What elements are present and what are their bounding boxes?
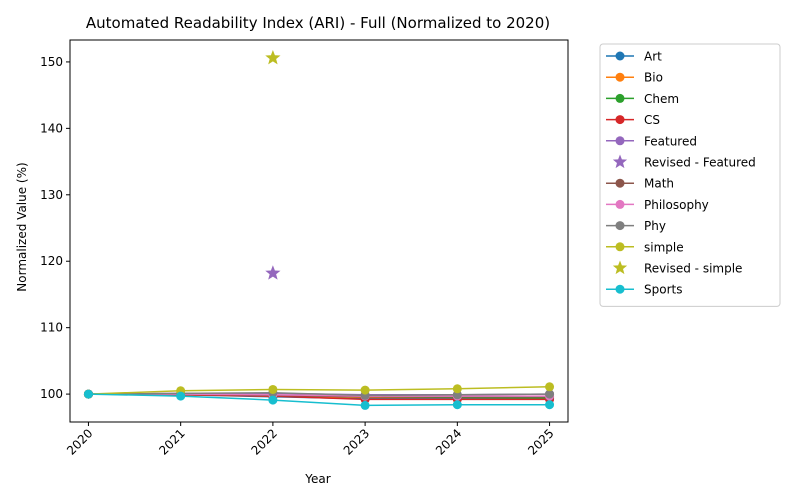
series-revised-featured bbox=[265, 265, 281, 280]
legend-marker bbox=[615, 178, 625, 188]
legend-label: Featured bbox=[644, 134, 697, 148]
data-point bbox=[268, 395, 278, 405]
data-point bbox=[360, 385, 370, 395]
legend-marker bbox=[615, 115, 625, 125]
legend-entry: Philosophy bbox=[606, 198, 709, 212]
series-line bbox=[88, 392, 550, 397]
legend-label: Revised - simple bbox=[644, 262, 742, 276]
y-axis-label: Normalized Value (%) bbox=[15, 162, 29, 291]
legend-entry: Chem bbox=[606, 92, 679, 106]
legend-label: Art bbox=[644, 50, 662, 64]
legend-marker bbox=[615, 242, 625, 252]
star-data-point bbox=[265, 265, 281, 280]
series-simple bbox=[83, 382, 555, 399]
legend-label: simple bbox=[644, 240, 684, 254]
series-line bbox=[88, 386, 550, 395]
legend-marker bbox=[615, 221, 625, 231]
series-line bbox=[88, 393, 550, 407]
data-point bbox=[268, 384, 278, 394]
legend-label: Bio bbox=[644, 71, 663, 85]
legend-marker bbox=[615, 72, 625, 82]
data-point bbox=[452, 400, 462, 410]
legend-marker bbox=[615, 136, 625, 146]
legend-label: Math bbox=[644, 177, 674, 191]
data-point bbox=[545, 382, 555, 392]
y-tick-label: 130 bbox=[40, 188, 63, 202]
legend-marker bbox=[615, 51, 625, 61]
y-tick-label: 140 bbox=[40, 121, 63, 135]
x-tick-label: 2023 bbox=[341, 426, 372, 457]
legend-label: CS bbox=[644, 113, 660, 127]
x-tick-label: 2022 bbox=[249, 426, 280, 457]
y-tick-label: 120 bbox=[40, 254, 63, 268]
legend-label: Philosophy bbox=[644, 198, 709, 212]
y-tick-label: 100 bbox=[40, 387, 63, 401]
chart-title: Automated Readability Index (ARI) - Full… bbox=[86, 14, 550, 32]
x-tick-label: 2024 bbox=[433, 426, 464, 457]
series-sports bbox=[83, 389, 555, 410]
legend-entry: Featured bbox=[606, 134, 697, 148]
data-point bbox=[545, 389, 555, 399]
x-axis-label: Year bbox=[304, 472, 330, 486]
legend-marker bbox=[615, 199, 625, 209]
legend-star-marker bbox=[612, 260, 628, 275]
x-tick-label: 2025 bbox=[525, 426, 556, 457]
legend-entry: Bio bbox=[606, 71, 663, 85]
data-point bbox=[452, 384, 462, 394]
legend-label: Sports bbox=[644, 283, 682, 297]
legend-label: Revised - Featured bbox=[644, 156, 756, 170]
data-point bbox=[83, 389, 93, 399]
legend-marker bbox=[615, 284, 625, 294]
legend-box bbox=[599, 43, 781, 307]
star-data-point bbox=[265, 49, 281, 65]
legend-entry: simple bbox=[606, 240, 684, 254]
data-point bbox=[360, 400, 370, 410]
legend-entry: Sports bbox=[606, 283, 682, 297]
legend-entry: Math bbox=[606, 177, 674, 191]
legend-entry: Art bbox=[606, 50, 662, 64]
legend-label: Chem bbox=[644, 92, 679, 106]
plot-area-frame bbox=[69, 39, 569, 423]
x-tick-label: 2020 bbox=[64, 426, 95, 457]
data-point bbox=[176, 391, 186, 401]
legend-entry: Revised - simple bbox=[612, 260, 742, 276]
legend-label: Phy bbox=[644, 219, 666, 233]
legend-star-marker bbox=[612, 154, 628, 169]
y-tick-label: 150 bbox=[40, 55, 63, 69]
legend-marker bbox=[615, 93, 625, 103]
y-tick-label: 110 bbox=[40, 321, 63, 335]
legend-entry: Phy bbox=[606, 219, 666, 233]
legend-entry: Revised - Featured bbox=[612, 154, 756, 170]
data-point bbox=[545, 400, 555, 410]
legend-entry: CS bbox=[606, 113, 660, 127]
x-tick-label: 2021 bbox=[156, 426, 187, 457]
series-revised-simple bbox=[265, 49, 281, 65]
legend: Art Bio Chem CS Featured Revised - Featured Ma… bbox=[599, 43, 781, 307]
